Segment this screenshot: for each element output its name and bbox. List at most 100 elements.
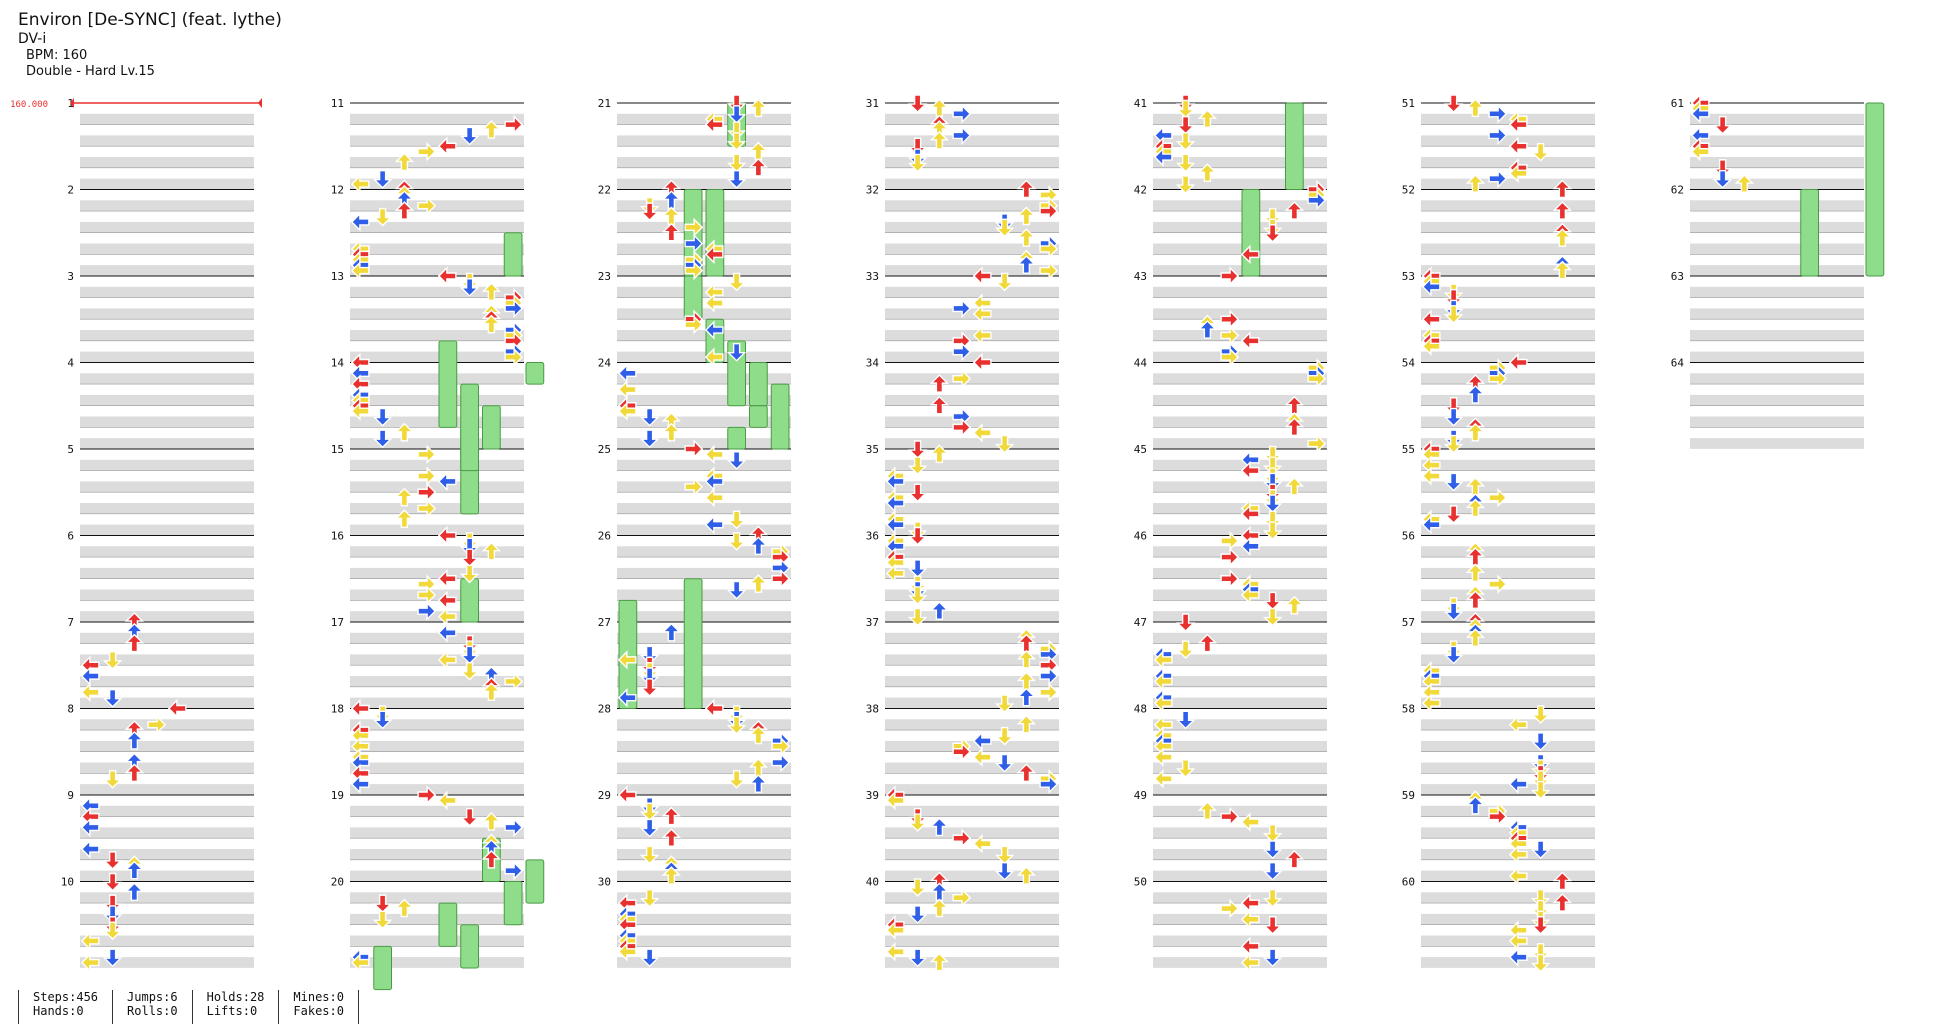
stat-group-mines: Mines:0 Fakes:0 — [278, 990, 359, 1024]
hold-note — [438, 340, 458, 428]
step-arrow — [929, 374, 950, 393]
beat-band — [1153, 265, 1327, 276]
beat-band — [1153, 546, 1327, 558]
measure-number: 22 — [598, 184, 611, 197]
beat-band — [885, 567, 1059, 579]
step-arrow — [504, 114, 524, 135]
beat-band — [1421, 157, 1595, 168]
beat-band — [80, 546, 254, 558]
beat-band — [885, 200, 1059, 212]
step-arrow — [1262, 916, 1283, 935]
step-arrow — [907, 878, 928, 897]
song-header: Environ [De-SYNC] (feat. lythe) DV-i BPM… — [18, 10, 282, 80]
beat-band — [350, 286, 524, 298]
beat-band — [80, 308, 254, 320]
step-arrow — [1262, 510, 1283, 530]
step-arrow — [748, 725, 769, 745]
measure-number: 55 — [1402, 443, 1415, 456]
step-arrow — [1016, 687, 1037, 707]
step-arrow — [661, 806, 682, 826]
beat-band — [1421, 243, 1595, 255]
beat-band — [1153, 676, 1327, 687]
beat-band — [1153, 632, 1327, 644]
beat-band — [350, 632, 524, 644]
beat-band — [617, 524, 791, 536]
beat-band — [80, 135, 254, 147]
beat-band — [617, 416, 791, 428]
step-arrow — [1016, 228, 1037, 247]
beat-band — [1153, 330, 1327, 341]
step-arrow — [1175, 99, 1196, 119]
step-arrow — [417, 498, 437, 519]
beat-band — [1153, 567, 1327, 579]
bpm-marker: 160.000 — [10, 100, 48, 110]
step-arrow — [1508, 844, 1528, 865]
beat-band — [1421, 286, 1595, 298]
step-arrow — [1016, 649, 1037, 669]
step-arrow — [1530, 953, 1551, 973]
beat-band — [80, 286, 254, 298]
step-arrow — [1508, 866, 1528, 886]
step-arrow — [1488, 574, 1508, 594]
measure-number: 21 — [598, 97, 611, 110]
step-arrow — [1262, 494, 1283, 514]
step-arrow — [704, 514, 724, 535]
beat-band — [1153, 178, 1327, 190]
bpm-tick — [70, 98, 74, 108]
step-arrow — [639, 667, 660, 687]
beat-band — [1690, 157, 1864, 168]
step-arrow — [994, 694, 1015, 714]
step-arrow — [929, 130, 950, 150]
beat-band — [80, 503, 254, 514]
step-arrow — [704, 320, 724, 340]
measure-number: 56 — [1402, 530, 1415, 543]
step-arrow — [1508, 931, 1528, 951]
step-arrow — [102, 770, 123, 789]
beat-band — [885, 827, 1059, 839]
beat-band — [350, 784, 524, 795]
beat-band — [617, 784, 791, 795]
beat-band — [885, 935, 1059, 947]
beat-band — [885, 113, 1059, 125]
step-arrow — [1552, 201, 1573, 220]
hold-note — [1285, 102, 1304, 190]
measure-number: 46 — [1134, 530, 1147, 543]
step-arrow — [1175, 613, 1196, 632]
step-arrow — [726, 132, 747, 151]
step-arrow — [1307, 190, 1327, 211]
step-arrow — [437, 650, 457, 670]
beat-band — [885, 178, 1059, 190]
beat-band — [350, 589, 524, 601]
beat-band — [80, 784, 254, 795]
beat-band — [1153, 957, 1327, 968]
step-arrow — [704, 293, 724, 313]
song-difficulty: Double - Hard Lv.15 — [26, 64, 155, 79]
beat-band — [1421, 567, 1595, 579]
measure-number: 57 — [1402, 616, 1415, 629]
step-arrow — [1690, 141, 1710, 162]
measure-number: 30 — [598, 876, 611, 889]
step-arrow — [972, 833, 992, 854]
beat-band — [350, 697, 524, 709]
measure-number: 26 — [598, 530, 611, 543]
song-artist: DV-i — [18, 31, 47, 47]
bpm-tick — [258, 98, 262, 108]
beat-band — [350, 827, 524, 839]
measure-number: 23 — [598, 270, 611, 283]
beat-band — [1153, 805, 1327, 817]
beat-band — [1153, 654, 1327, 666]
step-arrow — [885, 920, 905, 940]
beat-band — [1421, 351, 1595, 363]
step-arrow — [417, 444, 437, 465]
beat-band — [885, 611, 1059, 622]
step-arrow — [639, 845, 660, 865]
beat-band — [80, 611, 254, 622]
step-arrow — [617, 363, 637, 384]
step-arrow — [350, 774, 370, 794]
beat-band — [617, 351, 791, 363]
beat-band — [350, 740, 524, 752]
step-arrow — [437, 790, 457, 811]
measure-number: 53 — [1402, 270, 1415, 283]
beat-band — [1153, 611, 1327, 622]
